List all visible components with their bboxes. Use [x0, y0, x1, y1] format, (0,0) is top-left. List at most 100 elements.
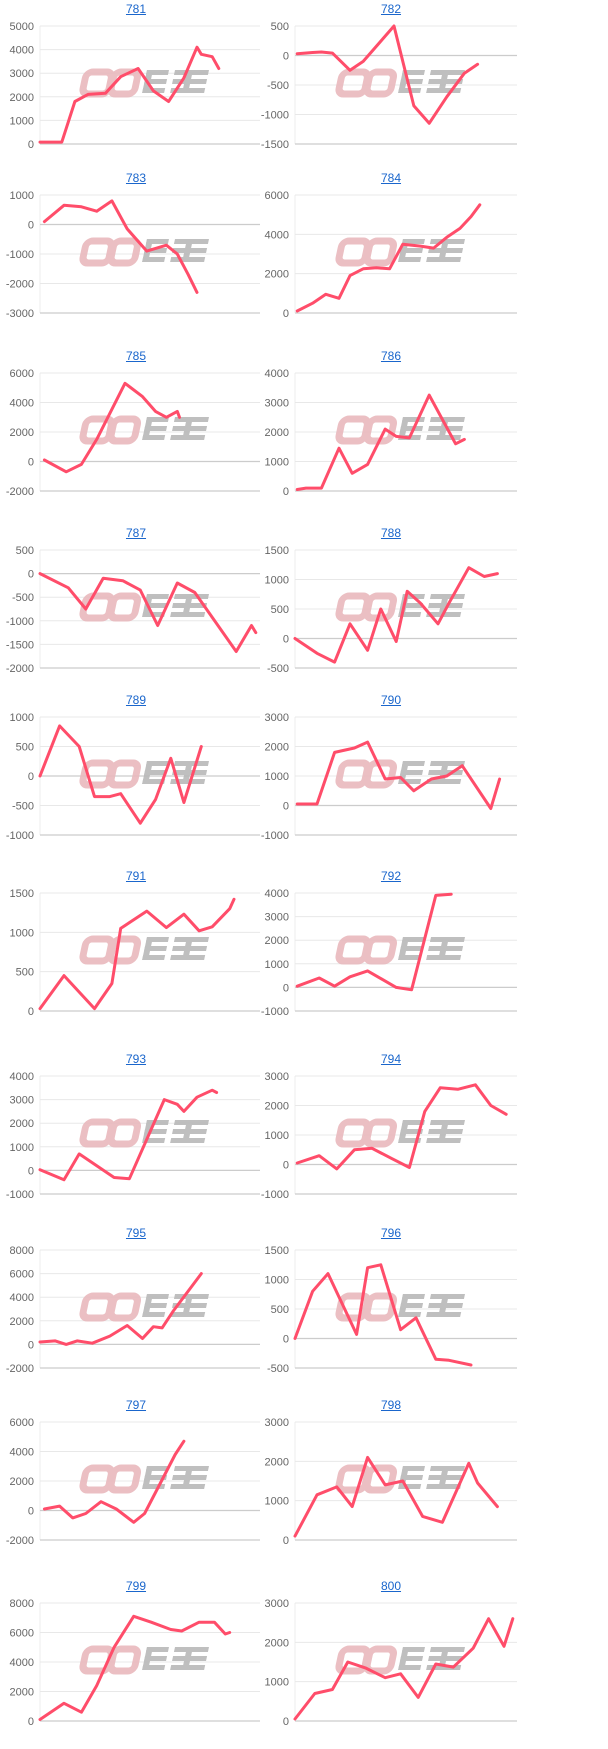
- chart-800: 3000 2000 1000 0: [265, 1598, 517, 1728]
- watermark-glyph: [107, 237, 142, 267]
- y-tick-label: 2000: [265, 1637, 289, 1649]
- watermark-glyph: [363, 759, 398, 789]
- chart-786: 4000 3000 2000 1000 0: [265, 368, 517, 498]
- watermark-glyph: [438, 1120, 449, 1143]
- chart-title-link[interactable]: 782: [380, 2, 402, 16]
- y-tick-label: 4000: [10, 1292, 34, 1304]
- y-tick-label: 1000: [10, 927, 34, 939]
- chart-title-link[interactable]: 798: [380, 1398, 402, 1412]
- y-tick-label: 6000: [10, 1628, 34, 1640]
- y-tick-label: 500: [271, 604, 289, 616]
- y-tick-label: 2000: [10, 1118, 34, 1130]
- watermark-logo: [79, 68, 209, 98]
- chart-title-link[interactable]: 785: [125, 349, 147, 363]
- series-line: [295, 740, 502, 810]
- chart-title-link[interactable]: 797: [125, 1398, 147, 1412]
- chart-title-link[interactable]: 794: [380, 1052, 402, 1066]
- chart-785: 6000 4000 2000 0 -2000: [6, 368, 260, 498]
- watermark-glyph: [363, 1645, 398, 1675]
- watermark-logo: [335, 1464, 465, 1494]
- y-tick-label: 3000: [265, 398, 289, 410]
- y-tick-label: 1500: [265, 545, 289, 557]
- watermark-glyph: [438, 239, 449, 262]
- watermark-glyph: [182, 239, 193, 262]
- y-tick-label: 3000: [265, 1417, 289, 1429]
- y-tick-label: -1000: [6, 616, 34, 628]
- y-tick-label: 3000: [265, 1071, 289, 1083]
- watermark-glyph: [438, 70, 449, 93]
- chart-790: 3000 2000 1000 0 -1000: [261, 712, 517, 842]
- y-tick-label: 3000: [10, 68, 34, 80]
- chart-792: 4000 3000 2000 1000 0 -1000: [261, 888, 517, 1018]
- chart-title-link[interactable]: 796: [380, 1226, 402, 1240]
- y-tick-label: 1000: [265, 1496, 289, 1508]
- y-tick-label: 2000: [10, 1476, 34, 1488]
- chart-title-link[interactable]: 793: [125, 1052, 147, 1066]
- watermark-glyph: [438, 417, 449, 440]
- chart-title-link[interactable]: 792: [380, 869, 402, 883]
- series-line: [293, 566, 499, 664]
- series-line: [42, 381, 181, 474]
- chart-title-link[interactable]: 795: [125, 1226, 147, 1240]
- chart-title-link[interactable]: 787: [125, 526, 147, 540]
- series-line: [295, 24, 480, 125]
- y-tick-label: 0: [283, 634, 289, 646]
- y-tick-label: 1000: [10, 190, 34, 202]
- watermark-glyph: [398, 1294, 409, 1317]
- watermark-logo: [335, 759, 465, 789]
- watermark-glyph: [107, 759, 142, 789]
- y-tick-label: 0: [283, 982, 289, 994]
- y-tick-label: 4000: [10, 1657, 34, 1669]
- y-tick-label: 0: [28, 1339, 34, 1351]
- y-tick-label: 6000: [10, 1269, 34, 1281]
- chart-title-link[interactable]: 788: [380, 526, 402, 540]
- y-tick-label: 2000: [265, 742, 289, 754]
- y-tick-label: 1000: [10, 1142, 34, 1154]
- chart-title-link[interactable]: 789: [125, 693, 147, 707]
- y-tick-label: 3000: [10, 1095, 34, 1107]
- watermark-glyph: [142, 417, 153, 440]
- watermark-glyph: [182, 761, 193, 784]
- y-tick-label: -2000: [6, 486, 34, 498]
- y-tick-label: 0: [283, 1160, 289, 1172]
- y-tick-label: -500: [267, 1363, 289, 1375]
- y-tick-label: 2000: [265, 935, 289, 947]
- watermark-glyph: [142, 937, 153, 960]
- y-tick-label: 0: [283, 1535, 289, 1547]
- chart-title-link[interactable]: 783: [125, 171, 147, 185]
- chart-title-link[interactable]: 791: [125, 869, 147, 883]
- watermark-logo: [335, 935, 465, 965]
- y-tick-label: -2000: [6, 663, 34, 675]
- series-line: [38, 897, 236, 1011]
- watermark-logo: [335, 1645, 465, 1675]
- chart-title-link[interactable]: 790: [380, 693, 402, 707]
- y-tick-label: 1000: [265, 959, 289, 971]
- y-tick-label: 5000: [10, 21, 34, 33]
- chart-title-link[interactable]: 786: [380, 349, 402, 363]
- y-tick-label: 2000: [265, 1456, 289, 1468]
- y-tick-label: -1000: [6, 1189, 34, 1201]
- y-tick-label: 0: [283, 51, 289, 63]
- y-tick-label: 8000: [10, 1245, 34, 1257]
- y-tick-label: -500: [267, 663, 289, 675]
- y-tick-label: 2000: [10, 92, 34, 104]
- watermark-logo: [335, 68, 465, 98]
- y-tick-label: 1000: [10, 115, 34, 127]
- watermark-glyph: [363, 237, 398, 267]
- watermark-glyph: [398, 417, 409, 440]
- watermark-glyph: [438, 1294, 449, 1317]
- y-tick-label: 0: [283, 1716, 289, 1728]
- y-tick-label: 1000: [265, 575, 289, 587]
- watermark-logo: [79, 1292, 209, 1322]
- watermark-glyph: [182, 1120, 193, 1143]
- chart-794: 3000 2000 1000 0 -1000: [261, 1071, 517, 1201]
- y-tick-label: 4000: [265, 368, 289, 380]
- y-tick-label: 2000: [10, 427, 34, 439]
- watermark-logo: [335, 237, 465, 267]
- chart-title-link[interactable]: 800: [380, 1579, 402, 1593]
- chart-title-link[interactable]: 784: [380, 171, 402, 185]
- chart-title-link[interactable]: 781: [125, 2, 147, 16]
- chart-title-link[interactable]: 799: [125, 1579, 147, 1593]
- watermark-glyph: [398, 1647, 409, 1670]
